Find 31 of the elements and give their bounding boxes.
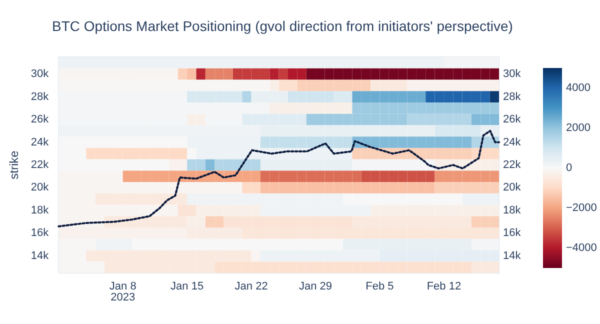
chart-title: BTC Options Market Positioning (gvol direction from initiators' perspective) (52, 18, 513, 34)
y2-tick-label: 18k (503, 204, 522, 216)
y2-tick-label: 24k (503, 136, 522, 148)
y2-tick-label: 22k (503, 159, 522, 171)
x-tick-label: Jan 29 (299, 280, 332, 292)
x-tick-label: Jan 8 2023 (109, 280, 136, 304)
y2-tick-label: 14k (503, 250, 522, 262)
y2-tick-label: 26k (503, 114, 522, 126)
y-tick-label: 16k (30, 227, 50, 240)
color-bar-label: 4000 (566, 82, 590, 94)
y-tick-label: 26k (30, 114, 50, 126)
y2-tick-label: 16k (503, 227, 522, 240)
y-tick-label: 20k (30, 182, 50, 194)
y-tick-label: 24k (30, 136, 50, 148)
y-axis-title: strike (7, 150, 21, 180)
y-tick-label: 28k (30, 90, 50, 103)
color-bar-label: 0 (566, 162, 572, 174)
color-bar-label: −2000 (566, 202, 597, 214)
x-tick-label: Feb 12 (426, 280, 462, 292)
y2-tick-label: 20k (503, 182, 522, 194)
y2-tick-label: 28k (503, 90, 522, 103)
y-tick-label: 22k (30, 159, 50, 171)
x-tick-label: Jan 15 (170, 280, 204, 292)
x-tick-label: Feb 5 (366, 280, 394, 292)
color-bar-label: 2000 (566, 122, 590, 134)
y-tick-label: 30k (30, 68, 50, 80)
x-tick-label: Jan 22 (234, 280, 268, 292)
color-bar-label: −4000 (566, 242, 597, 254)
y-tick-label: 18k (30, 204, 50, 216)
y2-tick-label: 30k (503, 68, 522, 80)
y-tick-label: 14k (30, 250, 50, 262)
